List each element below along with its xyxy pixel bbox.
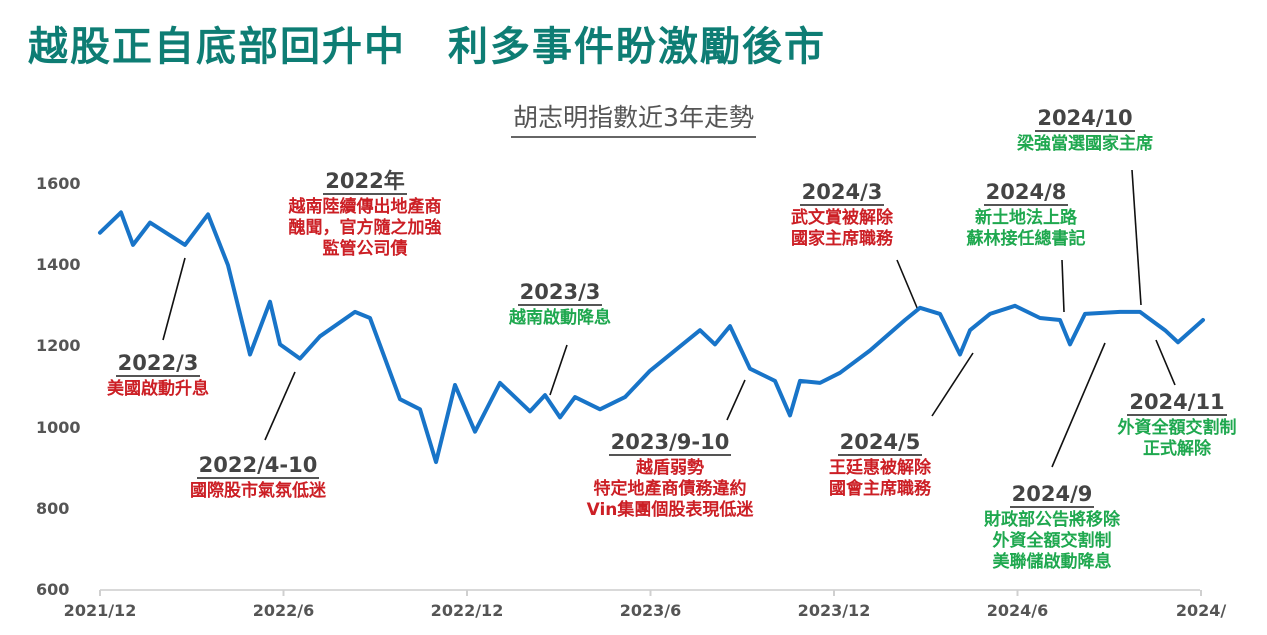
x-tick-label: 2024/	[1175, 601, 1227, 620]
leader-line	[931, 352, 974, 417]
y-tick-label: 1000	[36, 417, 81, 437]
annotation-date: 2024/11	[1127, 390, 1227, 417]
annotation-text: 國家主席職務	[791, 228, 893, 249]
y-tick-label: 1200	[36, 336, 81, 356]
annotation-text: 梁強當選國家主席	[1017, 134, 1153, 155]
annotation-text: 越南陸續傳出地產商	[288, 197, 442, 218]
annotation-date: 2022年	[323, 169, 407, 196]
annotation-date: 2024/5	[837, 430, 923, 457]
annotation-text: 美國啟動升息	[107, 379, 209, 400]
annotation-text: 美聯儲啟動降息	[992, 551, 1112, 572]
annotation-date: 2022/3	[115, 351, 201, 378]
annotation-2024-9: 2024/9 財政部公告將移除 外資全額交割制 美聯儲啟動降息	[902, 482, 1202, 572]
leader-line	[896, 259, 919, 311]
headline: 越股正自底部回升中 利多事件盼激勵後市	[28, 24, 826, 70]
annotation-text: 王廷惠被解除	[829, 458, 931, 479]
leader-line	[726, 379, 746, 421]
annotation-2024-8: 2024/8 新土地法上路 蘇林接任總書記	[876, 180, 1176, 250]
leader-line	[264, 371, 296, 441]
annotation-date: 2024/9	[1009, 482, 1095, 509]
annotation-2024-3: 2024/3 武文賞被解除 國家主席職務	[692, 180, 992, 250]
y-tick-label: 800	[36, 498, 70, 518]
annotation-2024-10: 2024/10 梁強當選國家主席	[935, 106, 1235, 155]
annotation-date: 2024/3	[799, 180, 885, 207]
annotation-text: 新土地法上路	[975, 208, 1077, 229]
annotation-text: Vin集團個股表現低迷	[586, 499, 754, 520]
x-tick-label: 2022/6	[252, 601, 315, 620]
annotation-2022-4-10: 2022/4-10 國際股市氣氛低迷	[108, 453, 408, 502]
annotation-date: 2024/8	[983, 180, 1069, 207]
x-tick-label: 2023/6	[619, 601, 682, 620]
annotation-text: 外資全額交割制	[1117, 418, 1237, 439]
annotation-date: 2023/3	[517, 280, 603, 307]
y-tick-label: 1600	[36, 174, 81, 193]
annotation-text: 蘇林接任總書記	[966, 228, 1086, 249]
series-line-hcm-index	[98, 210, 1205, 465]
y-tick-label: 600	[36, 580, 70, 599]
annotation-text: 醜聞，官方隨之加強	[288, 217, 442, 238]
annotation-text: 特定地產商債務違約	[593, 478, 747, 499]
annotation-text: 監管公司債	[322, 238, 408, 259]
annotation-2023-9-10: 2023/9-10 越盾弱勢 特定地產商債務違約 Vin集團個股表現低迷	[520, 430, 820, 520]
annotation-2024-11: 2024/11 外資全額交割制 正式解除	[1027, 390, 1267, 460]
leader-line	[1051, 342, 1106, 468]
chart-title-wrap: 胡志明指數近3年走勢	[0, 98, 1267, 138]
annotation-2022: 2022年 越南陸續傳出地產商 醜聞，官方隨之加強 監管公司債	[215, 169, 515, 259]
annotation-2022-3: 2022/3 美國啟動升息	[8, 351, 308, 400]
annotation-text: 財政部公告將移除	[984, 510, 1120, 531]
x-tick-marks	[99, 590, 1202, 596]
x-tick-label: 2024/6	[986, 601, 1049, 620]
leader-line	[1131, 169, 1142, 306]
annotation-text: 外資全額交割制	[992, 530, 1112, 551]
leader-line	[1061, 259, 1065, 313]
y-tick-label: 1400	[36, 255, 81, 275]
annotation-text: 正式解除	[1143, 438, 1211, 459]
annotation-leaders	[162, 169, 1176, 468]
annotation-2024-5: 2024/5 王廷惠被解除 國會主席職務	[730, 430, 1030, 500]
chart-title: 胡志明指數近3年走勢	[511, 98, 756, 138]
leader-line	[1155, 339, 1176, 386]
annotation-text: 武文賞被解除	[791, 208, 893, 229]
annotation-text: 越盾弱勢	[636, 458, 704, 479]
leader-line	[162, 257, 186, 341]
x-tick-label: 2023/12	[797, 601, 871, 620]
annotation-2023-3: 2023/3 越南啟動降息	[410, 280, 710, 329]
x-tick-label: 2022/12	[430, 601, 504, 620]
annotation-text: 越南啟動降息	[509, 308, 611, 329]
annotation-date: 2022/4-10	[196, 453, 320, 480]
leader-line	[549, 344, 568, 396]
annotation-text: 國會主席職務	[829, 478, 931, 499]
x-tick-label: 2021/12	[63, 601, 137, 620]
annotation-date: 2023/9-10	[608, 430, 732, 457]
annotation-date: 2024/10	[1035, 106, 1135, 133]
annotation-text: 國際股市氣氛低迷	[190, 481, 326, 502]
